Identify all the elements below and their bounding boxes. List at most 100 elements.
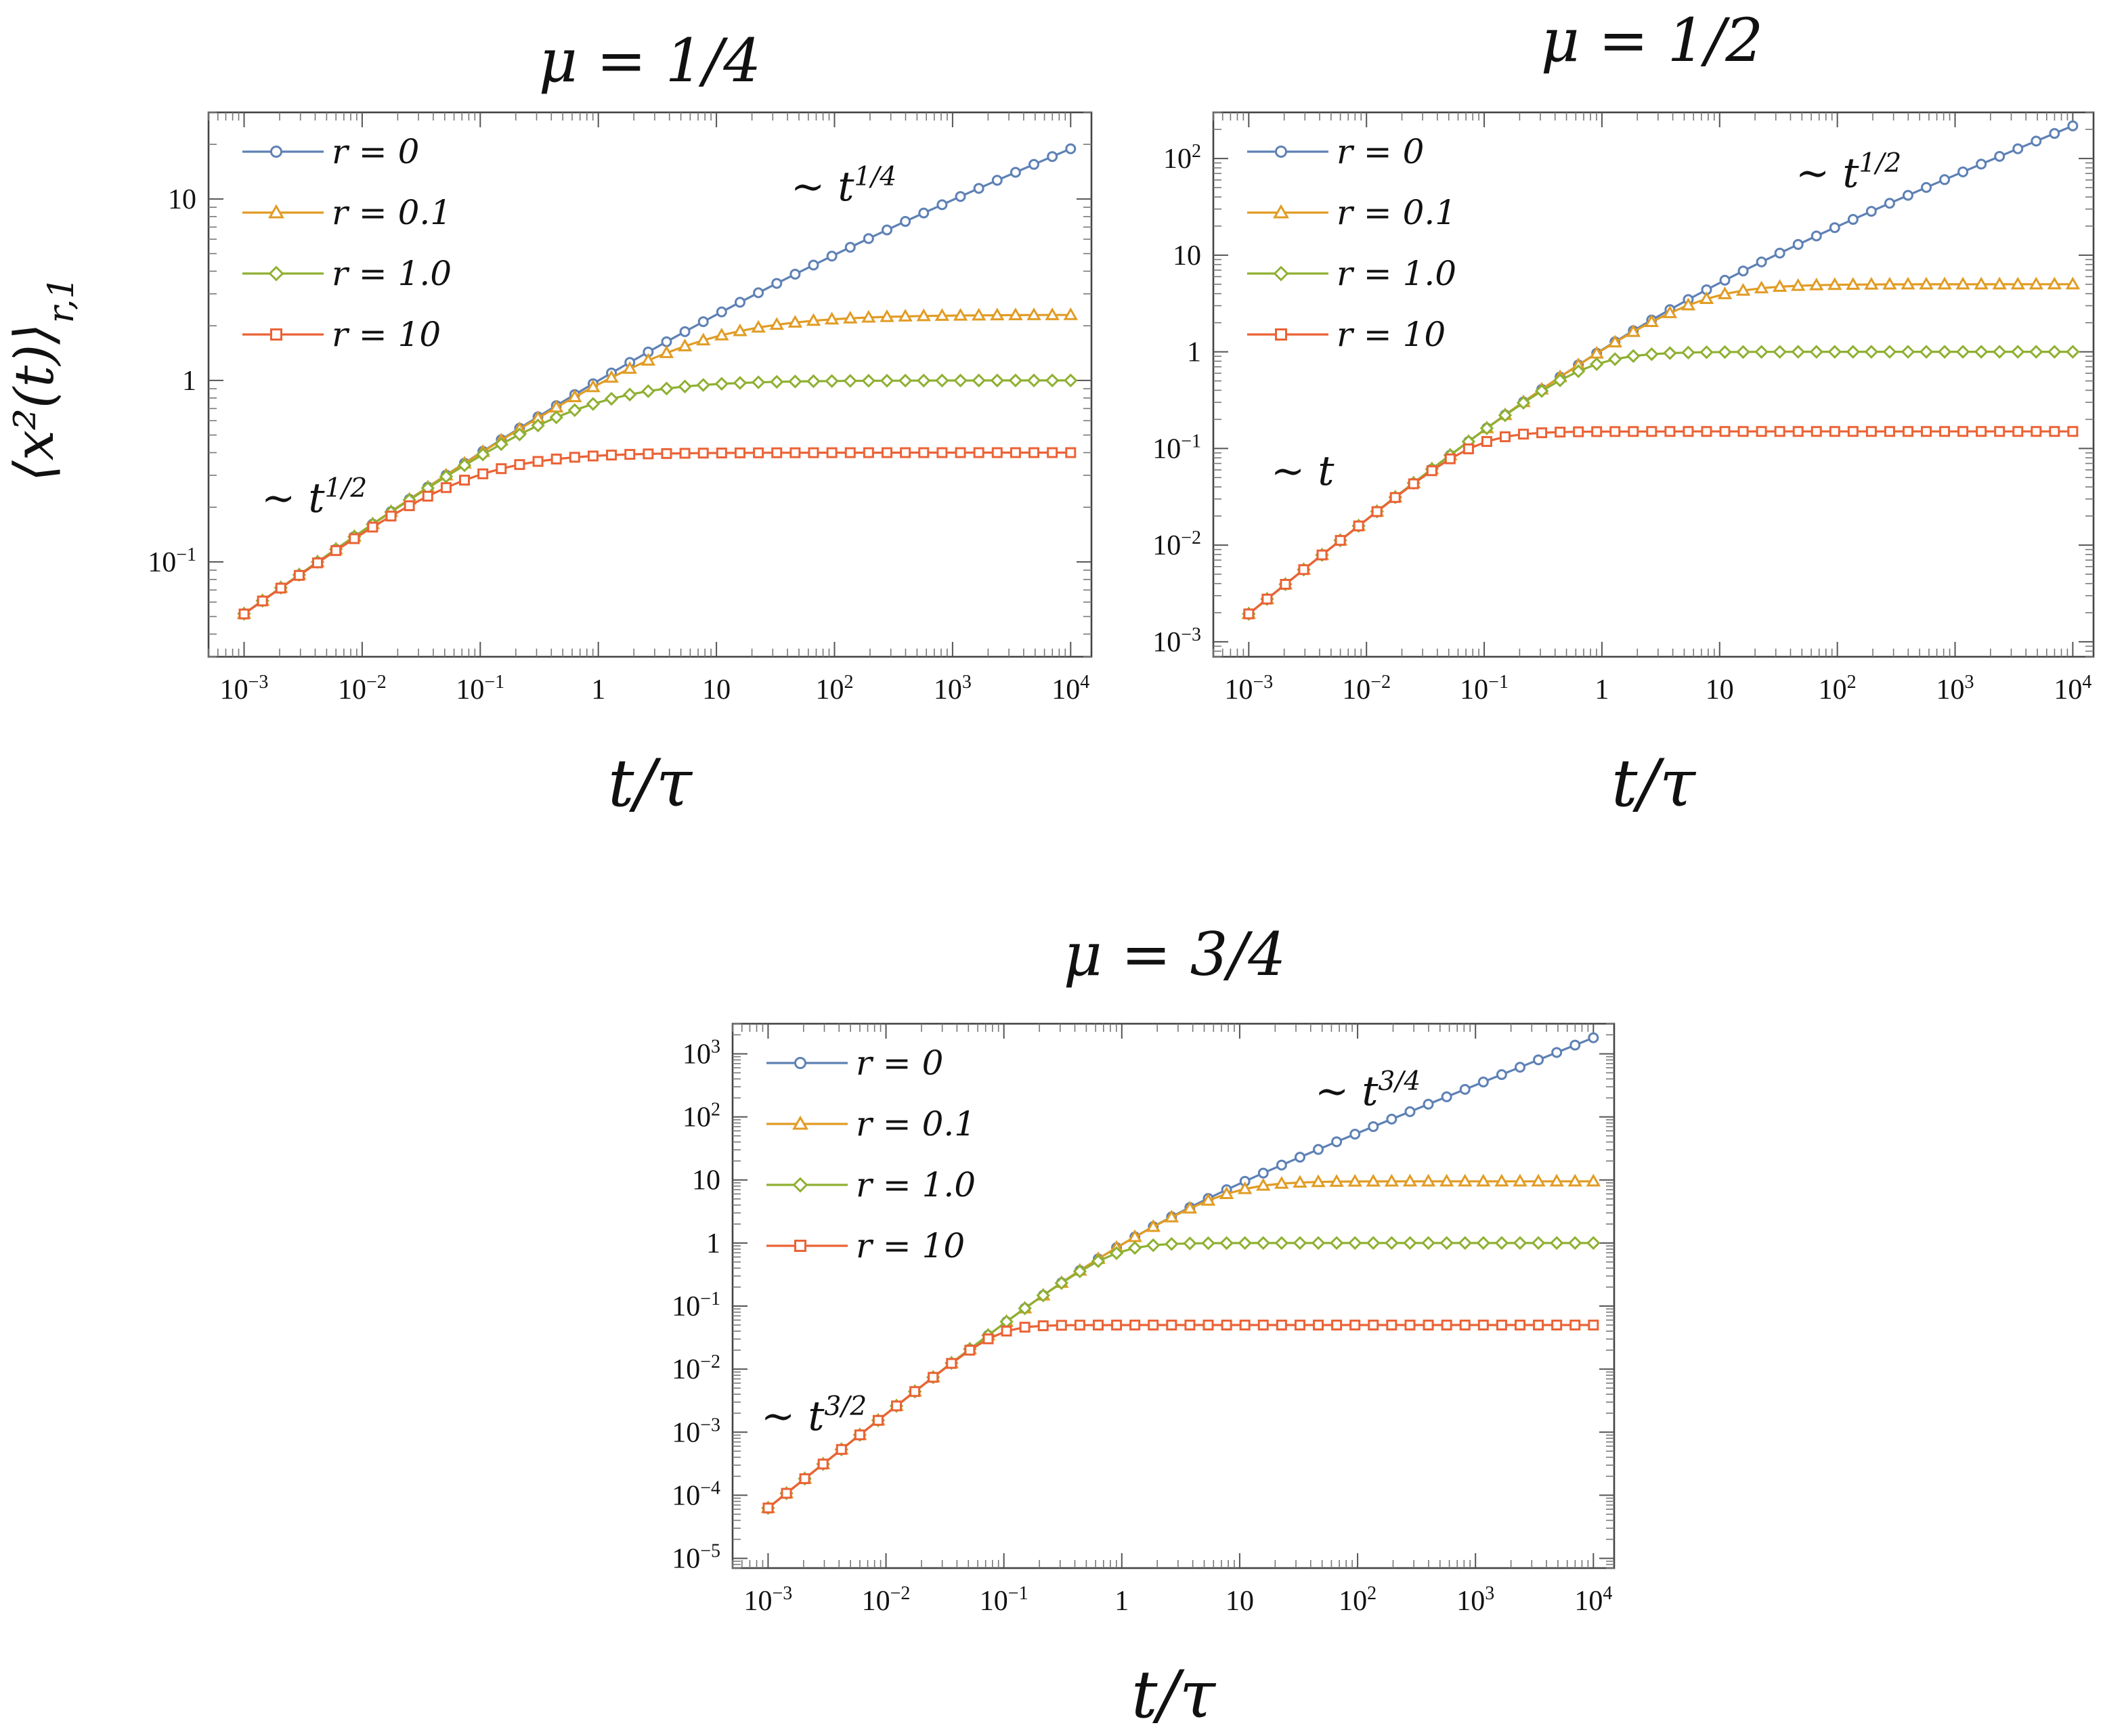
marker-square [1499, 431, 1511, 443]
marker-square [1423, 1320, 1434, 1331]
marker-circle [2031, 135, 2042, 147]
marker-circle [1811, 230, 1822, 242]
marker-square [1865, 426, 1877, 437]
marker-square [1792, 426, 1804, 437]
marker-triangle [990, 307, 1005, 321]
marker-square [550, 453, 562, 464]
marker-square [440, 482, 452, 494]
marker-square [1202, 1320, 1214, 1331]
marker-square [1243, 608, 1255, 620]
marker-circle [1257, 1167, 1269, 1179]
x-tick-label: 102 [815, 672, 853, 706]
marker-square [2067, 426, 2079, 437]
marker-circle [882, 224, 893, 236]
marker-square [900, 447, 911, 458]
marker-square [1276, 1320, 1287, 1331]
panels: μ = 1/4 10−3 10−2 10−1 1 10 102 103 104 10−1 1 10 r … [148, 5, 2095, 1733]
marker-triangle [1256, 1177, 1271, 1191]
marker-square [844, 447, 856, 458]
marker-diamond [1347, 1236, 1362, 1251]
legend-label: r = 1.0 [856, 1165, 976, 1205]
marker-square [891, 1400, 903, 1412]
marker-circle [1847, 214, 1859, 225]
marker-triangle [733, 323, 747, 337]
marker-square [1129, 1320, 1141, 1331]
marker-triangle [1790, 278, 1806, 291]
marker-triangle [1681, 297, 1696, 311]
marker-square [1298, 564, 1309, 576]
marker-square [1847, 426, 1859, 437]
marker-circle [1276, 1159, 1287, 1171]
marker-diamond [1293, 1236, 1307, 1251]
marker-square [1737, 426, 1749, 437]
marker-circle [734, 297, 745, 308]
panel-title: μ = 1/2 [1541, 5, 1764, 75]
legend-label: r = 0.1 [1337, 193, 1456, 232]
marker-triangle [1274, 1175, 1289, 1189]
marker-square [1994, 426, 2006, 437]
marker-diamond [457, 458, 472, 473]
marker-square [1386, 1320, 1397, 1331]
legend-label: r = 10 [856, 1226, 965, 1265]
marker-diamond [268, 265, 284, 282]
marker-triangle [1366, 1173, 1381, 1187]
marker-square [964, 1345, 976, 1356]
marker-diamond [1045, 373, 1060, 388]
marker-circle [826, 251, 838, 262]
marker-diamond [1955, 345, 1970, 359]
marker-diamond [531, 418, 545, 433]
marker-square [1664, 426, 1676, 437]
marker-triangle [2047, 276, 2062, 290]
marker-square [928, 1372, 939, 1383]
y-tick-label: 1 [182, 366, 196, 397]
marker-circle [900, 216, 911, 227]
y-tick-label: 10 [1173, 240, 1201, 272]
marker-diamond [1498, 408, 1513, 422]
marker-square [330, 545, 342, 557]
marker-diamond [1274, 1236, 1289, 1251]
marker-circle [1441, 1091, 1452, 1102]
marker-diamond [567, 403, 582, 418]
marker-triangle [1992, 276, 2007, 290]
marker-diamond [861, 374, 876, 388]
marker-triangle [787, 315, 803, 328]
marker-diamond [1516, 395, 1531, 410]
marker-diamond [696, 378, 710, 392]
marker-square [661, 448, 672, 459]
marker-triangle [1237, 1181, 1253, 1194]
legend-label: r = 0.1 [332, 193, 452, 232]
marker-triangle [1402, 1173, 1418, 1187]
marker-circle [1368, 1121, 1379, 1132]
marker-diamond [1146, 1238, 1161, 1253]
legend: r = 0 r = 0.1 r = 1.0 r = 10 [1247, 132, 1456, 354]
marker-circle [844, 242, 856, 253]
marker-square [1481, 436, 1492, 448]
x-tick-label: 1 [1114, 1586, 1129, 1617]
series-line [243, 379, 1071, 615]
marker-circle [1514, 1062, 1525, 1073]
marker-triangle [1273, 204, 1289, 219]
y-tick-label: 10−3 [672, 1414, 720, 1448]
marker-circle [1349, 1129, 1361, 1140]
marker-diamond [1699, 345, 1714, 360]
marker-square [1976, 426, 1987, 437]
marker-square [799, 1473, 810, 1484]
marker-circle [973, 183, 984, 194]
marker-diamond [1571, 364, 1586, 378]
marker-diamond [549, 410, 563, 425]
x-tick-label: 102 [1339, 1583, 1376, 1617]
marker-triangle [1549, 1173, 1564, 1187]
marker-diamond [751, 375, 766, 389]
marker-triangle [824, 311, 840, 325]
marker-diamond [1846, 345, 1861, 359]
scaling-annotation: ∼ t1/2 [261, 473, 367, 523]
marker-circle [270, 146, 282, 158]
y-tick-label: 10−1 [1152, 431, 1201, 464]
marker-circle [1792, 239, 1804, 251]
marker-triangle [1937, 276, 1952, 290]
marker-circle [1829, 222, 1840, 234]
marker-square [1459, 1320, 1471, 1331]
marker-triangle [1026, 307, 1041, 320]
marker-diamond [792, 1177, 808, 1193]
marker-diamond [1901, 345, 1915, 359]
